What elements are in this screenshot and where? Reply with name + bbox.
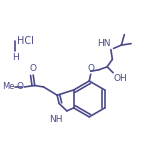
Text: O: O (16, 82, 24, 92)
Text: H: H (12, 53, 19, 62)
Text: Me: Me (2, 82, 14, 92)
Text: O: O (87, 64, 94, 73)
Text: NH: NH (50, 115, 63, 124)
Text: O: O (30, 64, 37, 73)
Text: HCl: HCl (17, 36, 34, 46)
Text: OH: OH (114, 74, 128, 82)
Text: HN: HN (97, 39, 110, 48)
